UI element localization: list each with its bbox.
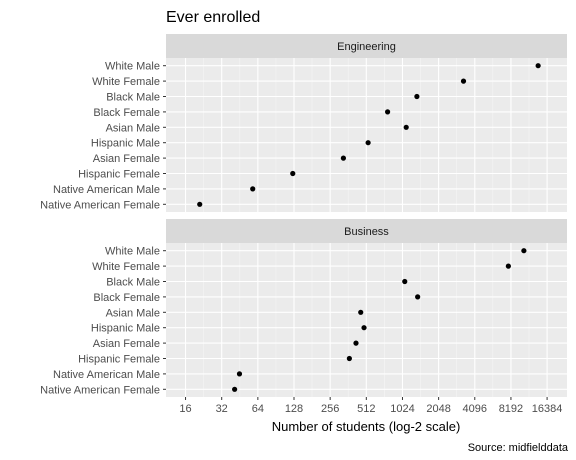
data-point — [290, 170, 296, 177]
data-point — [414, 93, 420, 100]
facet-strip — [166, 219, 567, 243]
y-tick-label: Asian Male — [106, 307, 160, 319]
data-point — [340, 155, 347, 161]
data-point — [250, 186, 256, 192]
data-point — [521, 248, 527, 254]
y-tick-label: Asian Female — [93, 338, 160, 350]
source-caption: Source: midfielddata — [468, 442, 569, 454]
facet-strip-label: Engineering — [337, 41, 396, 53]
y-tick-label: Native American Male — [53, 369, 160, 381]
x-tick-label: 32 — [216, 403, 228, 415]
y-tick-label: Hispanic Female — [78, 354, 160, 366]
x-tick-label: 16384 — [532, 403, 563, 415]
x-tick-label: 2048 — [426, 403, 450, 415]
data-point — [415, 294, 421, 300]
data-point — [505, 263, 511, 269]
y-tick-label: White Female — [92, 76, 160, 88]
data-point — [385, 109, 391, 115]
data-point — [365, 140, 371, 146]
facet-panels: Engineering White Male White Female Black M… — [40, 34, 567, 397]
data-point — [460, 78, 467, 84]
y-tick-label: Black Female — [93, 107, 160, 119]
y-tick-label: Asian Female — [93, 153, 160, 165]
x-tick-label: 64 — [252, 403, 264, 415]
x-tick-label: 16 — [179, 403, 191, 415]
y-tick-label: Asian Male — [106, 122, 160, 134]
data-point — [358, 309, 364, 315]
facet-strip — [166, 34, 567, 58]
x-tick-label: 4096 — [463, 403, 487, 415]
facet-panel-business: Business White Male White Female Black Male… — [40, 219, 567, 397]
data-point — [402, 278, 408, 285]
y-tick-label: White Male — [105, 61, 160, 73]
data-point — [403, 124, 409, 130]
y-tick-label: White Female — [92, 261, 160, 273]
y-tick-label: Native American Female — [40, 384, 160, 396]
y-tick-label: Hispanic Male — [91, 138, 160, 150]
y-tick-label: Hispanic Male — [91, 323, 160, 335]
y-tick-label: Black Female — [93, 292, 160, 304]
y-tick-label: Native American Male — [53, 184, 160, 196]
data-point — [346, 355, 352, 362]
y-tick-label: Black Male — [106, 277, 160, 289]
x-axis: 16 32 64 128 256 512 1024 2048 4096 8192 16384 — [179, 397, 562, 415]
x-tick-label: 128 — [285, 403, 303, 415]
y-tick-label: Black Male — [106, 92, 160, 104]
x-tick-label: 512 — [357, 403, 375, 415]
x-tick-label: 8192 — [499, 403, 523, 415]
chart-title: Ever enrolled — [166, 9, 260, 26]
data-point — [232, 386, 238, 392]
x-axis-title: Number of students (log-2 scale) — [272, 419, 461, 434]
data-point — [236, 371, 243, 377]
x-tick-label: 256 — [321, 403, 339, 415]
facet-panel-engineering: Engineering White Male White Female Black M… — [40, 34, 567, 212]
data-point — [361, 325, 367, 331]
data-point — [535, 63, 541, 69]
facet-strip-label: Business — [344, 226, 389, 238]
y-tick-label: Hispanic Female — [78, 169, 160, 181]
y-tick-label: Native American Female — [40, 199, 160, 211]
data-point — [353, 340, 359, 346]
x-tick-label: 1024 — [390, 403, 414, 415]
data-point — [197, 201, 203, 207]
y-tick-label: White Male — [105, 246, 160, 258]
